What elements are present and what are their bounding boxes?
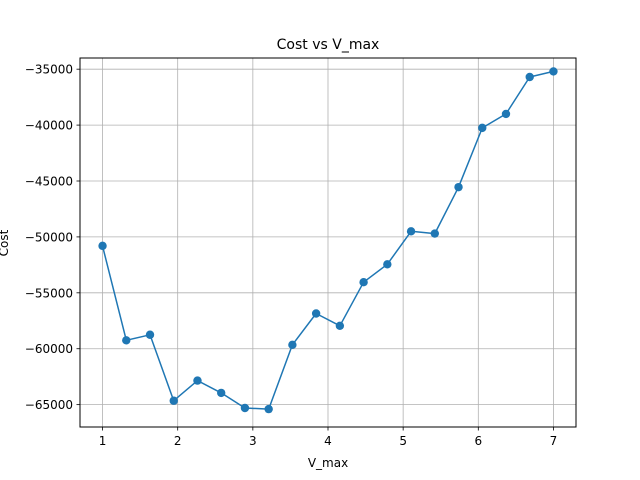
data-point bbox=[549, 67, 558, 76]
y-tick-label: −35000 bbox=[25, 63, 73, 77]
y-tick-label: −60000 bbox=[25, 342, 73, 356]
y-axis-title: Cost bbox=[0, 229, 11, 256]
y-tick-label: −50000 bbox=[25, 230, 73, 244]
y-tick-label: −55000 bbox=[25, 286, 73, 300]
data-point bbox=[217, 388, 226, 398]
series-layer bbox=[98, 67, 558, 414]
data-point bbox=[145, 330, 155, 339]
data-point bbox=[430, 229, 439, 238]
series-line bbox=[101, 70, 554, 410]
data-point bbox=[359, 277, 368, 287]
y-tick-label: −40000 bbox=[25, 119, 73, 133]
data-point bbox=[335, 321, 345, 331]
data-point bbox=[264, 404, 273, 414]
data-point bbox=[478, 123, 487, 133]
data-point bbox=[501, 109, 511, 119]
x-tick-label: 5 bbox=[399, 434, 407, 448]
x-tick-label: 1 bbox=[99, 434, 107, 448]
x-tick-label: 3 bbox=[249, 434, 257, 448]
x-tick-label: 7 bbox=[550, 434, 558, 448]
y-tick-label: −65000 bbox=[25, 398, 73, 412]
x-tick-label: 4 bbox=[324, 434, 332, 448]
data-point bbox=[311, 309, 321, 318]
data-point bbox=[169, 396, 178, 405]
y-tick-label: −45000 bbox=[25, 175, 73, 189]
tick-layer: 1 2 3 4 5 6 7 −65000 −60000 −55000 −50000 −45000 −40… bbox=[25, 63, 558, 448]
data-point bbox=[383, 260, 392, 269]
x-tick-label: 2 bbox=[174, 434, 182, 448]
x-axis-title: V_max bbox=[308, 456, 348, 470]
chart-title: Cost vs V_max bbox=[277, 37, 380, 53]
data-point bbox=[525, 72, 534, 82]
data-point bbox=[98, 241, 107, 251]
data-point bbox=[288, 340, 297, 350]
x-tick-label: 6 bbox=[474, 434, 482, 448]
data-point bbox=[193, 376, 202, 385]
data-point bbox=[240, 403, 250, 413]
data-point bbox=[454, 182, 463, 192]
data-point bbox=[122, 336, 131, 345]
data-point bbox=[406, 227, 416, 236]
